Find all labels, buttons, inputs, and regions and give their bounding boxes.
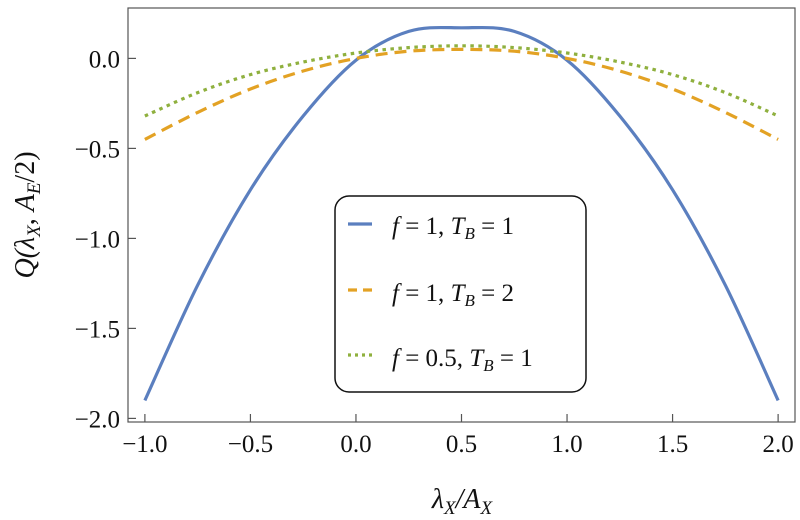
- y-tick-label: −0.5: [75, 136, 120, 163]
- x-tick-label: 1.5: [657, 431, 688, 458]
- y-tick-label: −2.0: [75, 406, 120, 433]
- legend-label-series-2: f = 1, TB = 2: [392, 280, 514, 310]
- x-tick-label: −0.5: [228, 431, 273, 458]
- x-tick-label: −1.0: [122, 431, 167, 458]
- x-tick-label: 2.0: [762, 431, 793, 458]
- y-tick-label: −1.5: [75, 316, 120, 343]
- y-tick-label: −1.0: [75, 226, 120, 253]
- y-tick-label: 0.0: [89, 46, 120, 73]
- x-tick-label: 0.5: [446, 431, 477, 458]
- series-line-3: [144, 44, 779, 118]
- y-axis-title: Q(λX, AE/2): [10, 151, 45, 278]
- series-line-2: [144, 47, 779, 141]
- axis-ticks: −1.0 −0.5 0.0 0.5 1.0 1.5 2.0 −2.0 −1.5 −1.0 −0.5 0…: [75, 46, 794, 458]
- x-axis-title: λX/AX: [431, 484, 494, 519]
- legend-label-series-3: f = 0.5, TB = 1: [392, 345, 533, 375]
- series-line-1: [143, 25, 780, 402]
- legend-box: [334, 195, 587, 393]
- x-tick-label: 1.0: [551, 431, 582, 458]
- legend-label-series-1: f = 1, TB = 1: [392, 213, 514, 243]
- legend: f = 1, TB = 1 f = 1, TB = 2 f = 0.5, TB …: [334, 195, 587, 393]
- x-tick-label: 0.0: [340, 431, 371, 458]
